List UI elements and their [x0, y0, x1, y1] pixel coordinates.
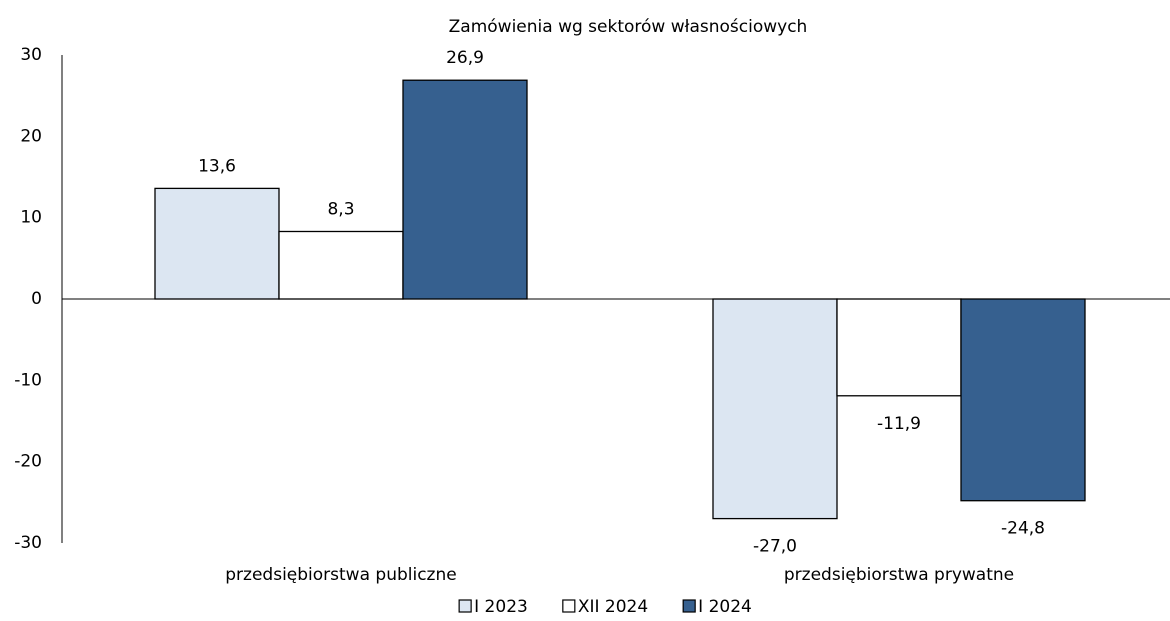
data-label: 8,3 [327, 199, 354, 219]
y-tick-label: -10 [14, 370, 42, 390]
x-tick-label: przedsiębiorstwa publiczne [225, 565, 456, 585]
y-tick-label: 10 [20, 208, 42, 228]
data-label: -24,8 [1001, 519, 1045, 539]
bar [278, 230, 404, 300]
bar [402, 79, 528, 300]
data-label: 13,6 [198, 156, 236, 176]
bar [960, 298, 1086, 502]
y-tick-label: -20 [14, 452, 42, 472]
legend-swatch [562, 599, 576, 613]
data-label: -11,9 [877, 414, 921, 434]
data-label: -27,0 [753, 537, 797, 557]
bar [712, 298, 838, 520]
legend-swatch [682, 599, 696, 613]
data-label: 26,9 [446, 48, 484, 68]
x-tick-label: przedsiębiorstwa prywatne [784, 565, 1014, 585]
y-tick-label: 30 [20, 45, 42, 65]
y-tick-label: 0 [31, 289, 42, 309]
bar [154, 187, 280, 300]
y-tick-label: -30 [14, 533, 42, 553]
chart-title: Zamówienia wg sektorów własnościowych [449, 17, 808, 37]
legend-label: I 2024 [698, 597, 752, 617]
y-tick-label: 20 [20, 126, 42, 146]
legend-swatch [458, 599, 472, 613]
legend-label: I 2023 [474, 597, 528, 617]
bar [836, 298, 962, 397]
legend-label: XII 2024 [578, 597, 648, 617]
